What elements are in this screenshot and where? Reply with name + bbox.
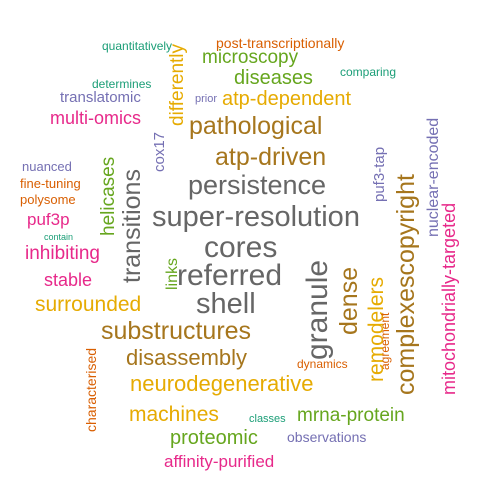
word-dynamics: dynamics [297,357,348,371]
word-complexescopyright: complexescopyright [392,174,420,395]
word-agreement: agreement [378,312,392,370]
word-stable: stable [44,270,93,290]
word-cores: cores [204,231,278,264]
word-microscopy: microscopy [202,47,299,68]
word-mitochondrially-targeted: mitochondrially-targeted [439,202,459,395]
word-disassembly: disassembly [126,345,248,370]
word-characterised: characterised [83,347,99,432]
word-helicases: helicases [98,156,119,236]
word-substructures: substructures [101,317,252,345]
word-proteomic: proteomic [170,427,258,449]
word-machines: machines [129,403,219,426]
word-granule: granule [301,259,334,360]
word-nuanced: nuanced [22,159,72,174]
word-puf3p: puf3p [27,210,70,229]
word-atp-dependent: atp-dependent [222,88,352,110]
word-observations: observations [287,429,367,445]
word-multi-omics: multi-omics [50,108,142,128]
word-transitions: transitions [118,169,146,283]
word-quantitatively: quantitatively [102,39,173,53]
word-persistence: persistence [188,170,327,200]
word-post-transcriptionally: post-transcriptionally [216,35,345,51]
word-affinity-purified: affinity-purified [164,452,275,471]
word-comparing: comparing [340,65,397,79]
word-differently: differently [167,43,188,126]
word-links: links [164,257,181,290]
word-determines: determines [92,77,152,91]
word-pathological: pathological [189,112,323,140]
word-shell: shell [196,288,256,320]
word-super-resolution: super-resolution [152,201,360,233]
word-atp-driven: atp-driven [215,143,327,171]
word-surrounded: surrounded [35,293,142,316]
word-fine-tuning: fine-tuning [20,176,81,191]
word-diseases: diseases [234,67,313,89]
word-classes: classes [249,413,286,425]
word-contain: contain [44,232,74,242]
word-mrna-protein: mrna-protein [297,405,405,426]
word-inhibiting: inhibiting [25,243,100,264]
word-prior: prior [195,93,218,105]
word-polysome: polysome [20,192,76,207]
word-referred: referred [177,259,283,292]
word-cox17: cox17 [151,131,168,172]
word-dense: dense [335,266,363,335]
word-translatomic: translatomic [60,89,141,106]
word-puf3-tap: puf3-tap [371,146,388,202]
word-neurodegenerative: neurodegenerative [130,371,314,396]
